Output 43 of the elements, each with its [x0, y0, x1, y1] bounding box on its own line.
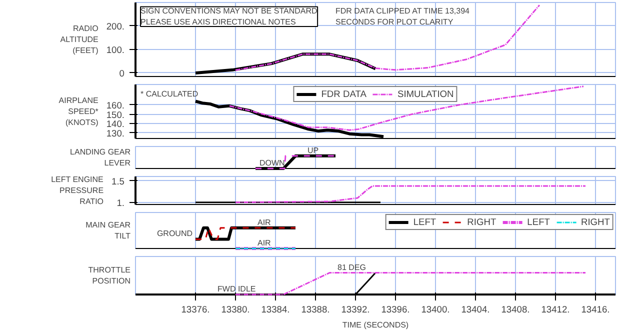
legend-label: LEFT: [527, 217, 550, 227]
y-axis-title: MAIN GEAR TILT: [86, 220, 131, 240]
y-tick-label: 140.: [106, 119, 124, 130]
x-tick-label: 13408.: [501, 304, 530, 314]
y-axis-title: RADIO ALTITUDE (FEET): [60, 24, 99, 55]
y-axis-title: LEFT ENGINE PRESSURE RATIO: [51, 175, 104, 206]
y-axis-title: LANDING GEAR LEVER: [70, 148, 131, 168]
x-tick-label: 13416.: [581, 304, 610, 314]
annotation: AIR: [258, 218, 272, 227]
legend-label: RIGHT: [467, 217, 496, 227]
x-tick-label: 13412.: [541, 304, 570, 314]
x-tick-label: 13376.: [181, 304, 210, 314]
x-tick-label: 13384.: [261, 304, 290, 314]
legend-label: FDR DATA: [321, 89, 366, 99]
y-tick-label: 1.5: [112, 176, 124, 186]
annotation: AIR: [258, 238, 272, 248]
x-tick-label: 13388.: [301, 304, 330, 314]
legend-label: LEFT: [413, 217, 436, 227]
y-tick-label: 150.: [106, 110, 124, 120]
legend-label: SIMULATION: [397, 89, 454, 99]
x-tick-label: 13392.: [341, 304, 370, 314]
y-axis-title: THROTTLE POSITION: [88, 266, 131, 286]
annotation: UP: [308, 146, 319, 155]
annotation: FWD IDLE: [218, 284, 256, 294]
legend-label: RIGHT: [580, 217, 610, 227]
y-axis-title: AIRPLANE SPEED* (KNOTS): [58, 96, 99, 127]
annotation: 81 DEG: [338, 262, 366, 272]
y-tick-label: 130.: [106, 128, 124, 138]
annotation: FDR DATA CLIPPED AT TIME 13,394 SECONDS FOR PLOT CLARITY: [336, 6, 470, 26]
x-tick-label: 13400.: [421, 304, 450, 314]
x-axis-title: TIME (SECONDS): [342, 320, 409, 330]
y-tick-label: 100.: [106, 44, 124, 55]
annotation: * CALCULATED: [140, 90, 198, 98]
y-tick-label: 0: [119, 68, 125, 78]
x-tick-label: 13404.: [461, 304, 490, 314]
annotation: SIGN CONVENTIONS MAY NOT BE STANDARD PLEASE USE AXIS DIRECTIONAL NOTES: [140, 6, 318, 26]
x-tick-label: 13396.: [381, 304, 410, 314]
y-tick-label: 160.: [106, 100, 124, 110]
y-tick-label: 200.: [106, 21, 124, 32]
annotation: GROUND: [156, 229, 193, 238]
x-tick-label: 13380.: [221, 304, 250, 314]
annotation: DOWN: [260, 158, 286, 168]
y-tick-label: 1.: [116, 198, 124, 208]
